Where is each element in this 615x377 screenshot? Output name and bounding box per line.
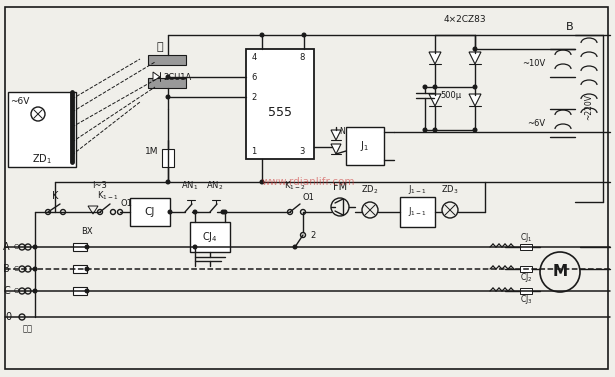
Text: ZD$_3$: ZD$_3$: [441, 184, 459, 196]
Text: 零线: 零线: [23, 325, 33, 334]
Circle shape: [33, 289, 37, 293]
Bar: [73, 265, 87, 273]
Circle shape: [193, 245, 197, 249]
Text: 光: 光: [157, 42, 164, 52]
Bar: [520, 244, 532, 250]
Text: C: C: [3, 286, 10, 296]
Text: 555: 555: [268, 106, 292, 118]
Polygon shape: [469, 94, 481, 106]
Text: A: A: [3, 242, 10, 252]
Text: C: C: [14, 266, 18, 272]
Bar: [246, 49, 314, 159]
Text: O: O: [14, 244, 20, 250]
Text: K$_{1-1}$: K$_{1-1}$: [97, 190, 119, 202]
Circle shape: [33, 267, 37, 271]
Circle shape: [473, 47, 477, 51]
Text: J$_1$: J$_1$: [360, 139, 370, 153]
Text: ZD$_2$: ZD$_2$: [361, 184, 379, 196]
Text: AN$_1$: AN$_1$: [181, 180, 199, 192]
Text: ~6V: ~6V: [527, 118, 545, 127]
Circle shape: [85, 245, 89, 249]
Text: CJ$_1$: CJ$_1$: [520, 231, 532, 245]
Text: J$_{1-1}$: J$_{1-1}$: [408, 182, 427, 196]
Text: ~6V: ~6V: [10, 98, 30, 106]
Circle shape: [423, 128, 427, 132]
Circle shape: [260, 33, 264, 37]
Text: CJ$_2$: CJ$_2$: [520, 271, 532, 285]
Bar: [73, 243, 87, 251]
Text: ZD$_1$: ZD$_1$: [32, 152, 52, 166]
Circle shape: [302, 33, 306, 37]
Bar: [162, 149, 174, 167]
Text: BX: BX: [81, 227, 93, 236]
Circle shape: [473, 128, 477, 132]
Bar: [130, 198, 170, 226]
Text: O1: O1: [120, 199, 132, 208]
Text: 500μ: 500μ: [440, 90, 461, 100]
Circle shape: [166, 95, 170, 99]
Text: 1M: 1M: [145, 147, 158, 156]
Text: CJ$_4$: CJ$_4$: [202, 230, 218, 244]
Bar: [346, 127, 384, 165]
Circle shape: [168, 210, 172, 214]
Text: O: O: [14, 288, 20, 294]
Text: ~10V: ~10V: [522, 58, 545, 67]
Bar: [73, 287, 87, 295]
Text: 2CU1A: 2CU1A: [164, 72, 192, 81]
Text: 6: 6: [252, 72, 256, 81]
Circle shape: [260, 180, 264, 184]
Circle shape: [473, 85, 477, 89]
Text: N: N: [339, 127, 345, 136]
Text: O1: O1: [302, 193, 314, 202]
Circle shape: [293, 245, 297, 249]
Circle shape: [221, 210, 225, 214]
Circle shape: [433, 85, 437, 89]
Text: J$_{1-1}$: J$_{1-1}$: [408, 205, 427, 219]
Polygon shape: [331, 130, 341, 140]
Text: 2: 2: [310, 230, 315, 239]
Circle shape: [85, 267, 89, 271]
Bar: [8, 92, 76, 167]
Text: B: B: [3, 264, 10, 274]
Text: K$_{1-2}$: K$_{1-2}$: [284, 180, 306, 192]
Circle shape: [433, 128, 437, 132]
Text: B: B: [566, 22, 574, 32]
Text: I~3: I~3: [93, 181, 108, 190]
Text: AN$_2$: AN$_2$: [207, 180, 224, 192]
Text: K: K: [52, 191, 58, 201]
Text: ~220V: ~220V: [584, 94, 593, 120]
Polygon shape: [331, 144, 341, 154]
Circle shape: [85, 289, 89, 293]
Bar: [520, 266, 532, 272]
Bar: [148, 78, 186, 88]
Polygon shape: [429, 52, 441, 64]
Text: M: M: [552, 265, 568, 279]
Bar: [400, 197, 435, 227]
Text: 8: 8: [300, 52, 304, 61]
Text: CJ$_3$: CJ$_3$: [520, 294, 533, 307]
Text: 2: 2: [252, 92, 256, 101]
Bar: [190, 222, 230, 252]
Text: 4×2CZ83: 4×2CZ83: [443, 14, 486, 23]
Bar: [148, 55, 186, 65]
Bar: [520, 288, 532, 294]
Circle shape: [423, 85, 427, 89]
Text: 1: 1: [252, 147, 256, 155]
Text: FM: FM: [333, 182, 347, 192]
Text: 4: 4: [252, 52, 256, 61]
Polygon shape: [429, 94, 441, 106]
Circle shape: [193, 210, 197, 214]
Circle shape: [166, 75, 170, 79]
Text: CJ: CJ: [145, 207, 155, 217]
Circle shape: [166, 180, 170, 184]
Circle shape: [33, 245, 37, 249]
Text: www.rdianlifr.com: www.rdianlifr.com: [261, 177, 355, 187]
Text: 3: 3: [300, 147, 304, 155]
Circle shape: [223, 210, 227, 214]
Polygon shape: [153, 72, 160, 81]
Text: 0: 0: [5, 312, 11, 322]
Polygon shape: [469, 52, 481, 64]
